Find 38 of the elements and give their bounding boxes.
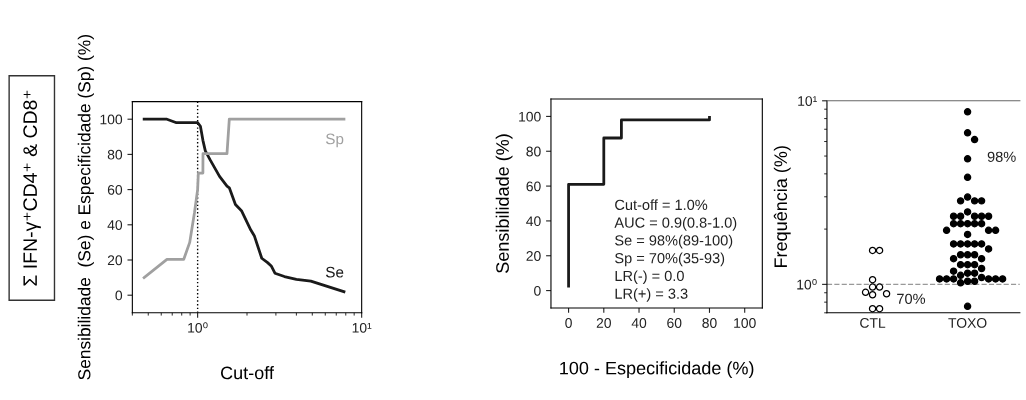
annotation: LR(+) = 3.3 xyxy=(615,288,688,302)
x-axis-title: Cut-off xyxy=(220,366,274,380)
y-tick-label: 40 xyxy=(107,220,123,230)
x-tick-label: CTL xyxy=(860,318,886,328)
annotation: AUC = 0.9(0.8-1.0) xyxy=(614,217,737,231)
annotation: 70% xyxy=(897,293,926,304)
y-tick-label: 80 xyxy=(526,146,541,157)
x-axis-title: 100 - Especificidade (%) xyxy=(560,361,754,379)
x-tick-label: 40 xyxy=(631,318,647,328)
annotation: Cut-off = 1.0% xyxy=(615,199,708,211)
y-tick-label: 80 xyxy=(107,149,123,160)
y-tick-label: 60 xyxy=(107,184,123,195)
x-tick-label: TOXO xyxy=(948,318,987,328)
x-tick-label: 60 xyxy=(667,318,682,328)
y-tick-label: 0 xyxy=(534,285,541,296)
y-tick-label: 60 xyxy=(526,181,541,192)
y-tick-label: 100 xyxy=(100,114,123,125)
y-tick-label: 100 xyxy=(519,111,541,122)
annotation: Sp = 70%(35-93) xyxy=(615,252,725,267)
y-tick-label: 20 xyxy=(107,255,123,266)
x-tick-label: 80 xyxy=(702,318,717,328)
series-label: Se xyxy=(325,266,344,278)
y-axis-title: Frequência (%) xyxy=(773,146,791,268)
y-axis-title: Sensibilidade (Se) e Especificidade (Sp) (%) xyxy=(77,35,94,380)
y-axis-title: Sensibilidade (%) xyxy=(495,134,513,273)
x-tick-label: 100 xyxy=(734,318,756,328)
x-tick-label: 20 xyxy=(596,318,611,328)
y-tick-label: 40 xyxy=(526,216,541,227)
series-label: Sp xyxy=(325,133,344,148)
x-tick-label: 10⁰ xyxy=(188,322,208,333)
x-tick-label: 10¹ xyxy=(352,322,372,333)
text: Σ IFN-γ⁺CD4⁺ & CD8⁺ xyxy=(23,90,41,286)
annotation: Se = 98%(89-100) xyxy=(615,234,733,249)
y-tick-label: 20 xyxy=(526,251,541,261)
annotation: 98% xyxy=(987,151,1016,162)
annotation: LR(-) = 0.0 xyxy=(615,270,684,284)
y-tick-label: 0 xyxy=(115,290,123,301)
x-tick-label: 0 xyxy=(565,318,572,328)
